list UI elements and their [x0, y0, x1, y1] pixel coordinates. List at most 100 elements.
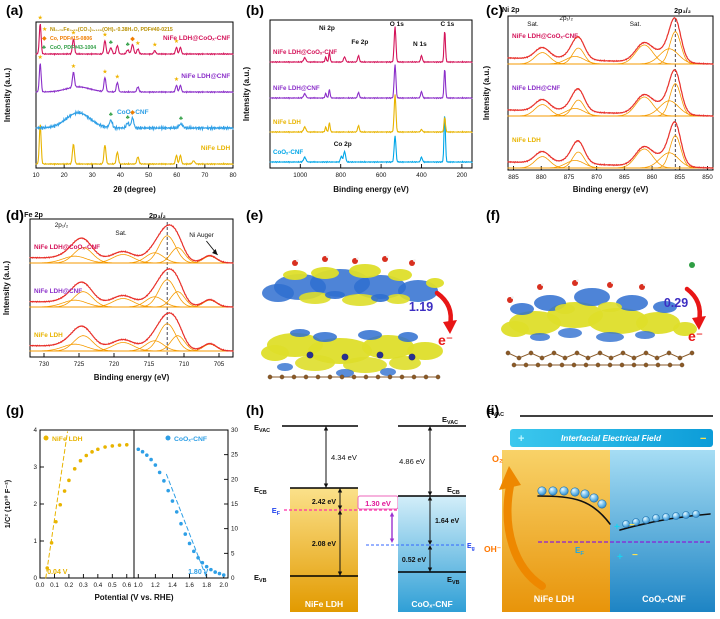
svg-text:1/C² (10¹⁰ F⁻²): 1/C² (10¹⁰ F⁻²) [3, 479, 12, 528]
svg-text:EF: EF [575, 546, 584, 557]
ni2p-xps-chart: 885 880 875 870 865 860 855 850 NiFe LDH@CoOₓ-CN… [482, 5, 714, 194]
panel-h: (h) EVAC 4.34 eV ECB EF 2.42 eV 2.08 eV EVB NiF… [240, 400, 480, 619]
svg-text:NiFe LDH: NiFe LDH [273, 119, 301, 126]
svg-text:715: 715 [144, 361, 155, 368]
svg-text:−: − [632, 550, 638, 561]
svg-text:NiFe LDH@CoOₓ-CNF: NiFe LDH@CoOₓ-CNF [512, 33, 578, 40]
svg-text:0.1: 0.1 [50, 582, 59, 589]
svg-text:1.30 eV: 1.30 eV [365, 499, 391, 508]
svg-text:NiFe LDH: NiFe LDH [34, 332, 63, 339]
svg-text:◆: ◆ [42, 36, 47, 42]
svg-text:1.19: 1.19 [409, 300, 433, 314]
svg-text:e⁻: e⁻ [688, 328, 703, 344]
svg-text:30: 30 [89, 172, 97, 179]
panel-c: (c) 885 880 875 870 865 860 855 850 NiFe LDH@CoO… [480, 0, 720, 205]
svg-text:1.6: 1.6 [185, 582, 194, 589]
svg-text:2p₁/₂: 2p₁/₂ [55, 222, 69, 229]
svg-text:5: 5 [231, 550, 235, 557]
svg-text:2.42 eV: 2.42 eV [312, 499, 336, 506]
svg-text:Sat.: Sat. [630, 21, 642, 28]
svg-text:CoOₓ-CNF: CoOₓ-CNF [411, 599, 452, 609]
svg-text:0.4: 0.4 [93, 582, 102, 589]
svg-text:50: 50 [145, 172, 153, 179]
svg-text:1.4: 1.4 [168, 582, 177, 589]
panel-e-label: (e) [246, 207, 264, 223]
svg-text:NiFe LDH: NiFe LDH [512, 137, 541, 144]
svg-text:Binding energy (eV): Binding energy (eV) [94, 373, 170, 382]
svg-text:EVAC: EVAC [254, 423, 270, 434]
svg-text:Co, PDF#15-0806: Co, PDF#15-0806 [50, 36, 92, 42]
svg-text:NiFe LDH@CNF: NiFe LDH@CNF [34, 288, 82, 295]
svg-text:860: 860 [647, 174, 658, 181]
svg-text:Ni 2p: Ni 2p [319, 25, 335, 32]
svg-text:★: ★ [102, 68, 107, 75]
panel-f-label: (f) [486, 207, 500, 223]
svg-text:ECB: ECB [447, 485, 460, 496]
svg-text:★: ★ [38, 14, 43, 21]
svg-text:−: − [629, 520, 635, 531]
svg-text:♣: ♣ [109, 112, 113, 118]
svg-text:★: ★ [38, 54, 43, 61]
panel-d: (d) 730 725 720 715 710 705 NiFe LDH@CoOₓ-CNF N… [0, 205, 240, 400]
svg-text:★: ★ [135, 40, 140, 47]
svg-text:0.04 V: 0.04 V [47, 569, 68, 576]
svg-text:870: 870 [591, 174, 602, 181]
svg-text:NiFe LDH: NiFe LDH [534, 594, 575, 604]
svg-text:875: 875 [564, 174, 575, 181]
svg-text:Eg: Eg [467, 543, 475, 552]
svg-text:NiFe LDH@CNF: NiFe LDH@CNF [273, 85, 320, 92]
panel-h-label: (h) [246, 402, 264, 418]
svg-text:Binding energy (eV): Binding energy (eV) [333, 185, 409, 194]
svg-text:NiFe LDH: NiFe LDH [305, 599, 343, 609]
svg-text:0: 0 [231, 575, 235, 582]
svg-text:Fe 2p: Fe 2p [24, 210, 43, 219]
svg-text:ECB: ECB [254, 485, 267, 496]
svg-text:CoOₓ-CNF: CoOₓ-CNF [117, 109, 149, 116]
svg-text:800: 800 [335, 172, 346, 179]
svg-text:O 1s: O 1s [390, 21, 404, 28]
svg-text:Intensity (a.u.): Intensity (a.u.) [2, 261, 11, 316]
svg-text:−: − [700, 433, 706, 445]
panel-i-label: (i) [486, 402, 500, 418]
svg-text:NiFe LDH@CoOₓ-CNF: NiFe LDH@CoOₓ-CNF [34, 244, 100, 251]
xps-survey-chart: 1000 800 600 400 200 Binding energy (eV) Inten… [242, 19, 473, 194]
svg-text:10: 10 [32, 172, 40, 179]
svg-text:4.86 eV: 4.86 eV [399, 457, 425, 466]
svg-text:NiFe LDH: NiFe LDH [201, 145, 231, 152]
svg-text:600: 600 [376, 172, 387, 179]
svg-text:30: 30 [231, 427, 239, 434]
svg-text:0.52 eV: 0.52 eV [402, 557, 426, 564]
svg-text:★: ★ [102, 31, 107, 38]
svg-text:2p₁/₂: 2p₁/₂ [559, 15, 573, 22]
svg-text:Co 2p: Co 2p [334, 141, 352, 148]
panel-a-label: (a) [6, 2, 24, 18]
svg-text:Intensity (a.u.): Intensity (a.u.) [242, 67, 251, 122]
svg-text:Binding energy (eV): Binding energy (eV) [573, 185, 649, 194]
svg-text:★: ★ [152, 42, 157, 49]
svg-text:725: 725 [74, 361, 85, 368]
svg-text:CoOₓ-CNF: CoOₓ-CNF [174, 436, 207, 443]
svg-text:EVB: EVB [254, 573, 267, 584]
panel-b: (b) 1000 800 600 400 200 Binding energy (eV) I… [240, 0, 480, 205]
svg-text:♣: ♣ [109, 40, 113, 46]
svg-text:200: 200 [457, 172, 468, 179]
svg-text:20: 20 [231, 476, 239, 483]
svg-text:Intensity (a.u.): Intensity (a.u.) [482, 66, 491, 121]
svg-text:♣: ♣ [179, 116, 183, 122]
svg-text:EVAC: EVAC [442, 415, 458, 426]
svg-text:0.2: 0.2 [65, 582, 74, 589]
svg-text:♣: ♣ [42, 45, 46, 51]
panel-e: (e) 1.19 e⁻ [240, 205, 480, 400]
svg-text:0.0: 0.0 [36, 582, 45, 589]
svg-text:1: 1 [33, 538, 37, 545]
panel-b-label: (b) [246, 2, 264, 18]
panel-g: (g) 0.0 0.1 0.2 0.3 0.4 0.5 0.6 1.0 1.2 1.4 1.6 1.8… [0, 400, 240, 619]
svg-text:885: 885 [508, 174, 519, 181]
svg-text:0.5: 0.5 [108, 582, 117, 589]
interfacial-field-diagram: EVAC + Interfacial Electrical Field − O₂ OH⁻ E… [484, 407, 715, 612]
svg-text:10: 10 [231, 526, 239, 533]
xrd-chart: 10 20 30 40 50 60 70 80 2θ (degree) Intensity (a.… [3, 14, 237, 194]
svg-text:850: 850 [702, 174, 713, 181]
svg-text:2θ (degree): 2θ (degree) [113, 185, 156, 194]
svg-text:NiFe LDH@CoOₓ-CNF: NiFe LDH@CoOₓ-CNF [163, 35, 230, 42]
